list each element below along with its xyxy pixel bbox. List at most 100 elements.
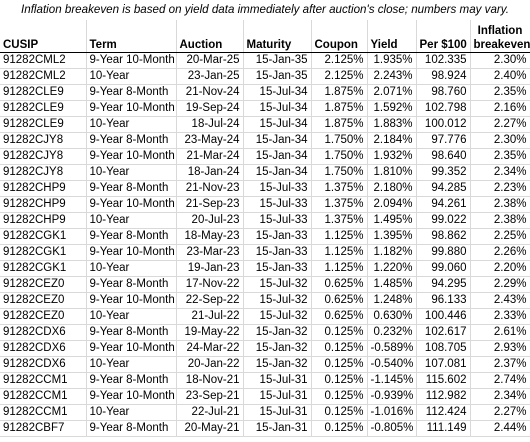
table-cell: 15-Jul-31 (243, 404, 312, 421)
table-cell: 112.424 (416, 404, 471, 421)
table-cell: 99.352 (416, 164, 471, 181)
table-cell: 2.44% (470, 420, 530, 437)
table-cell: 2.125% (311, 68, 368, 85)
table-cell: 1.750% (311, 148, 368, 165)
table-cell: 15-Jan-34 (243, 132, 312, 149)
table-cell: 91282CDX6 (0, 324, 87, 341)
table-cell: 91282CGK1 (0, 244, 87, 261)
table-cell: 15-Jan-34 (243, 164, 312, 181)
table-cell: 17-Nov-22 (176, 276, 244, 293)
table-cell: 9-Year 10-Month (86, 148, 177, 165)
table-row: 91282CCM1 9-Year 10-Month 23-Sep-21 15-Jul-… (0, 388, 530, 405)
table-cell: 2.184% (367, 132, 417, 149)
table-cell: 10-Year (86, 356, 177, 373)
table-cell: 9-Year 10-Month (86, 100, 177, 117)
table-cell: 2.34% (470, 388, 530, 405)
table-cell: 1.375% (311, 196, 368, 213)
table-cell: 98.862 (416, 228, 471, 245)
table-cell: 20-Jul-23 (176, 212, 244, 229)
table-cell: 1.810% (367, 164, 417, 181)
table-cell: 1.125% (311, 228, 368, 245)
table-cell: 1.750% (311, 164, 368, 181)
table-cell: 15-Jan-32 (243, 324, 312, 341)
table-cell: 91282CGK1 (0, 228, 87, 245)
table-cell: 2.26% (470, 244, 530, 261)
table-cell: 20-Jan-22 (176, 356, 244, 373)
table-cell: 18-Nov-21 (176, 372, 244, 389)
table-cell: 15-Jan-31 (243, 420, 312, 437)
table-cell: 0.625% (311, 308, 368, 325)
table-cell: 0.125% (311, 372, 368, 389)
table-cell: 108.705 (416, 340, 471, 357)
table-cell: 91282CJY8 (0, 148, 87, 165)
table-cell: 15-Jul-34 (243, 100, 312, 117)
table-cell: 1.750% (311, 132, 368, 149)
table-cell: 2.30% (470, 52, 530, 69)
table-row: 91282CCM1 9-Year 8-Month 18-Nov-21 15-Jul-3… (0, 372, 530, 389)
table-cell: 0.625% (311, 276, 368, 293)
table-cell: 24-Mar-22 (176, 340, 244, 357)
column-header: Maturity (243, 20, 312, 53)
table-cell: 23-Sep-21 (176, 388, 244, 405)
table-cell: 2.61% (470, 324, 530, 341)
table-row: 91282CGK1 10-Year 19-Jan-23 15-Jan-33 1.125%… (0, 260, 530, 277)
column-header: Yield (367, 20, 417, 53)
table-cell: 21-Nov-24 (176, 84, 244, 101)
header-row: CUSIP Term Auction Maturity Coupon Yield Per $… (0, 20, 530, 53)
table-cell: 9-Year 10-Month (86, 52, 177, 69)
table-cell: 15-Jul-31 (243, 372, 312, 389)
table-cell: 10-Year (86, 68, 177, 85)
table-cell: 1.220% (367, 260, 417, 277)
table-cell: 9-Year 10-Month (86, 388, 177, 405)
table-cell: 9-Year 8-Month (86, 276, 177, 293)
column-header: Auction (176, 20, 244, 53)
table-cell: 10-Year (86, 164, 177, 181)
table-cell: 9-Year 8-Month (86, 84, 177, 101)
table-cell: 112.982 (416, 388, 471, 405)
table-cell: 22-Jul-21 (176, 404, 244, 421)
table-cell: 2.29% (470, 276, 530, 293)
table-cell: 9-Year 8-Month (86, 372, 177, 389)
table-cell: 0.125% (311, 324, 368, 341)
table-row: 91282CLE9 9-Year 8-Month 21-Nov-24 15-Jul-3… (0, 84, 530, 101)
table-cell: 1.935% (367, 52, 417, 69)
table-cell: 2.74% (470, 372, 530, 389)
table-row: 91282CDX6 10-Year 20-Jan-22 15-Jan-32 0.125%… (0, 356, 530, 373)
table-cell: 2.35% (470, 84, 530, 101)
table-cell: 1.495% (367, 212, 417, 229)
table-row: 91282CBF7 9-Year 8-Month 20-May-21 15-Jan-3… (0, 420, 530, 437)
table-cell: 9-Year 8-Month (86, 420, 177, 437)
table-cell: 2.38% (470, 196, 530, 213)
table-cell: 20-Mar-25 (176, 52, 244, 69)
table-cell: 2.37% (470, 356, 530, 373)
table-cell: 1.883% (367, 116, 417, 133)
table-cell: 23-May-24 (176, 132, 244, 149)
table-cell: 100.012 (416, 116, 471, 133)
table-cell: 0.630% (367, 308, 417, 325)
table-cell: 2.33% (470, 308, 530, 325)
table-row: 91282CLE9 10-Year 18-Jul-24 15-Jul-34 1.875%… (0, 116, 530, 133)
table-row: 91282CML2 9-Year 10-Month 20-Mar-25 15-Jan-… (0, 52, 530, 69)
table-cell: 1.182% (367, 244, 417, 261)
table-cell: 10-Year (86, 212, 177, 229)
table-cell: 2.20% (470, 260, 530, 277)
column-header: Term (86, 20, 177, 53)
table-cell: 15-Jul-34 (243, 116, 312, 133)
table-cell: 91282CBF7 (0, 420, 87, 437)
table-cell: 1.485% (367, 276, 417, 293)
note: Inflation breakeven is based on yield da… (21, 3, 509, 16)
table-cell: 19-May-22 (176, 324, 244, 341)
table-cell: 1.875% (311, 116, 368, 133)
table-cell: 97.776 (416, 132, 471, 149)
auction-table: CUSIP Term Auction Maturity Coupon Yield Per $… (0, 20, 530, 437)
table-cell: 15-Jul-32 (243, 292, 312, 309)
table-cell: 102.335 (416, 52, 471, 69)
table-cell: 2.071% (367, 84, 417, 101)
table-cell: 91282CHP9 (0, 196, 87, 213)
table-cell: 15-Jan-35 (243, 52, 312, 69)
table-cell: 20-May-21 (176, 420, 244, 437)
table-row: 91282CHP9 9-Year 8-Month 21-Nov-23 15-Jul-3… (0, 180, 530, 197)
table-cell: 91282CML2 (0, 52, 87, 69)
table-cell: 94.261 (416, 196, 471, 213)
table-cell: 94.295 (416, 276, 471, 293)
